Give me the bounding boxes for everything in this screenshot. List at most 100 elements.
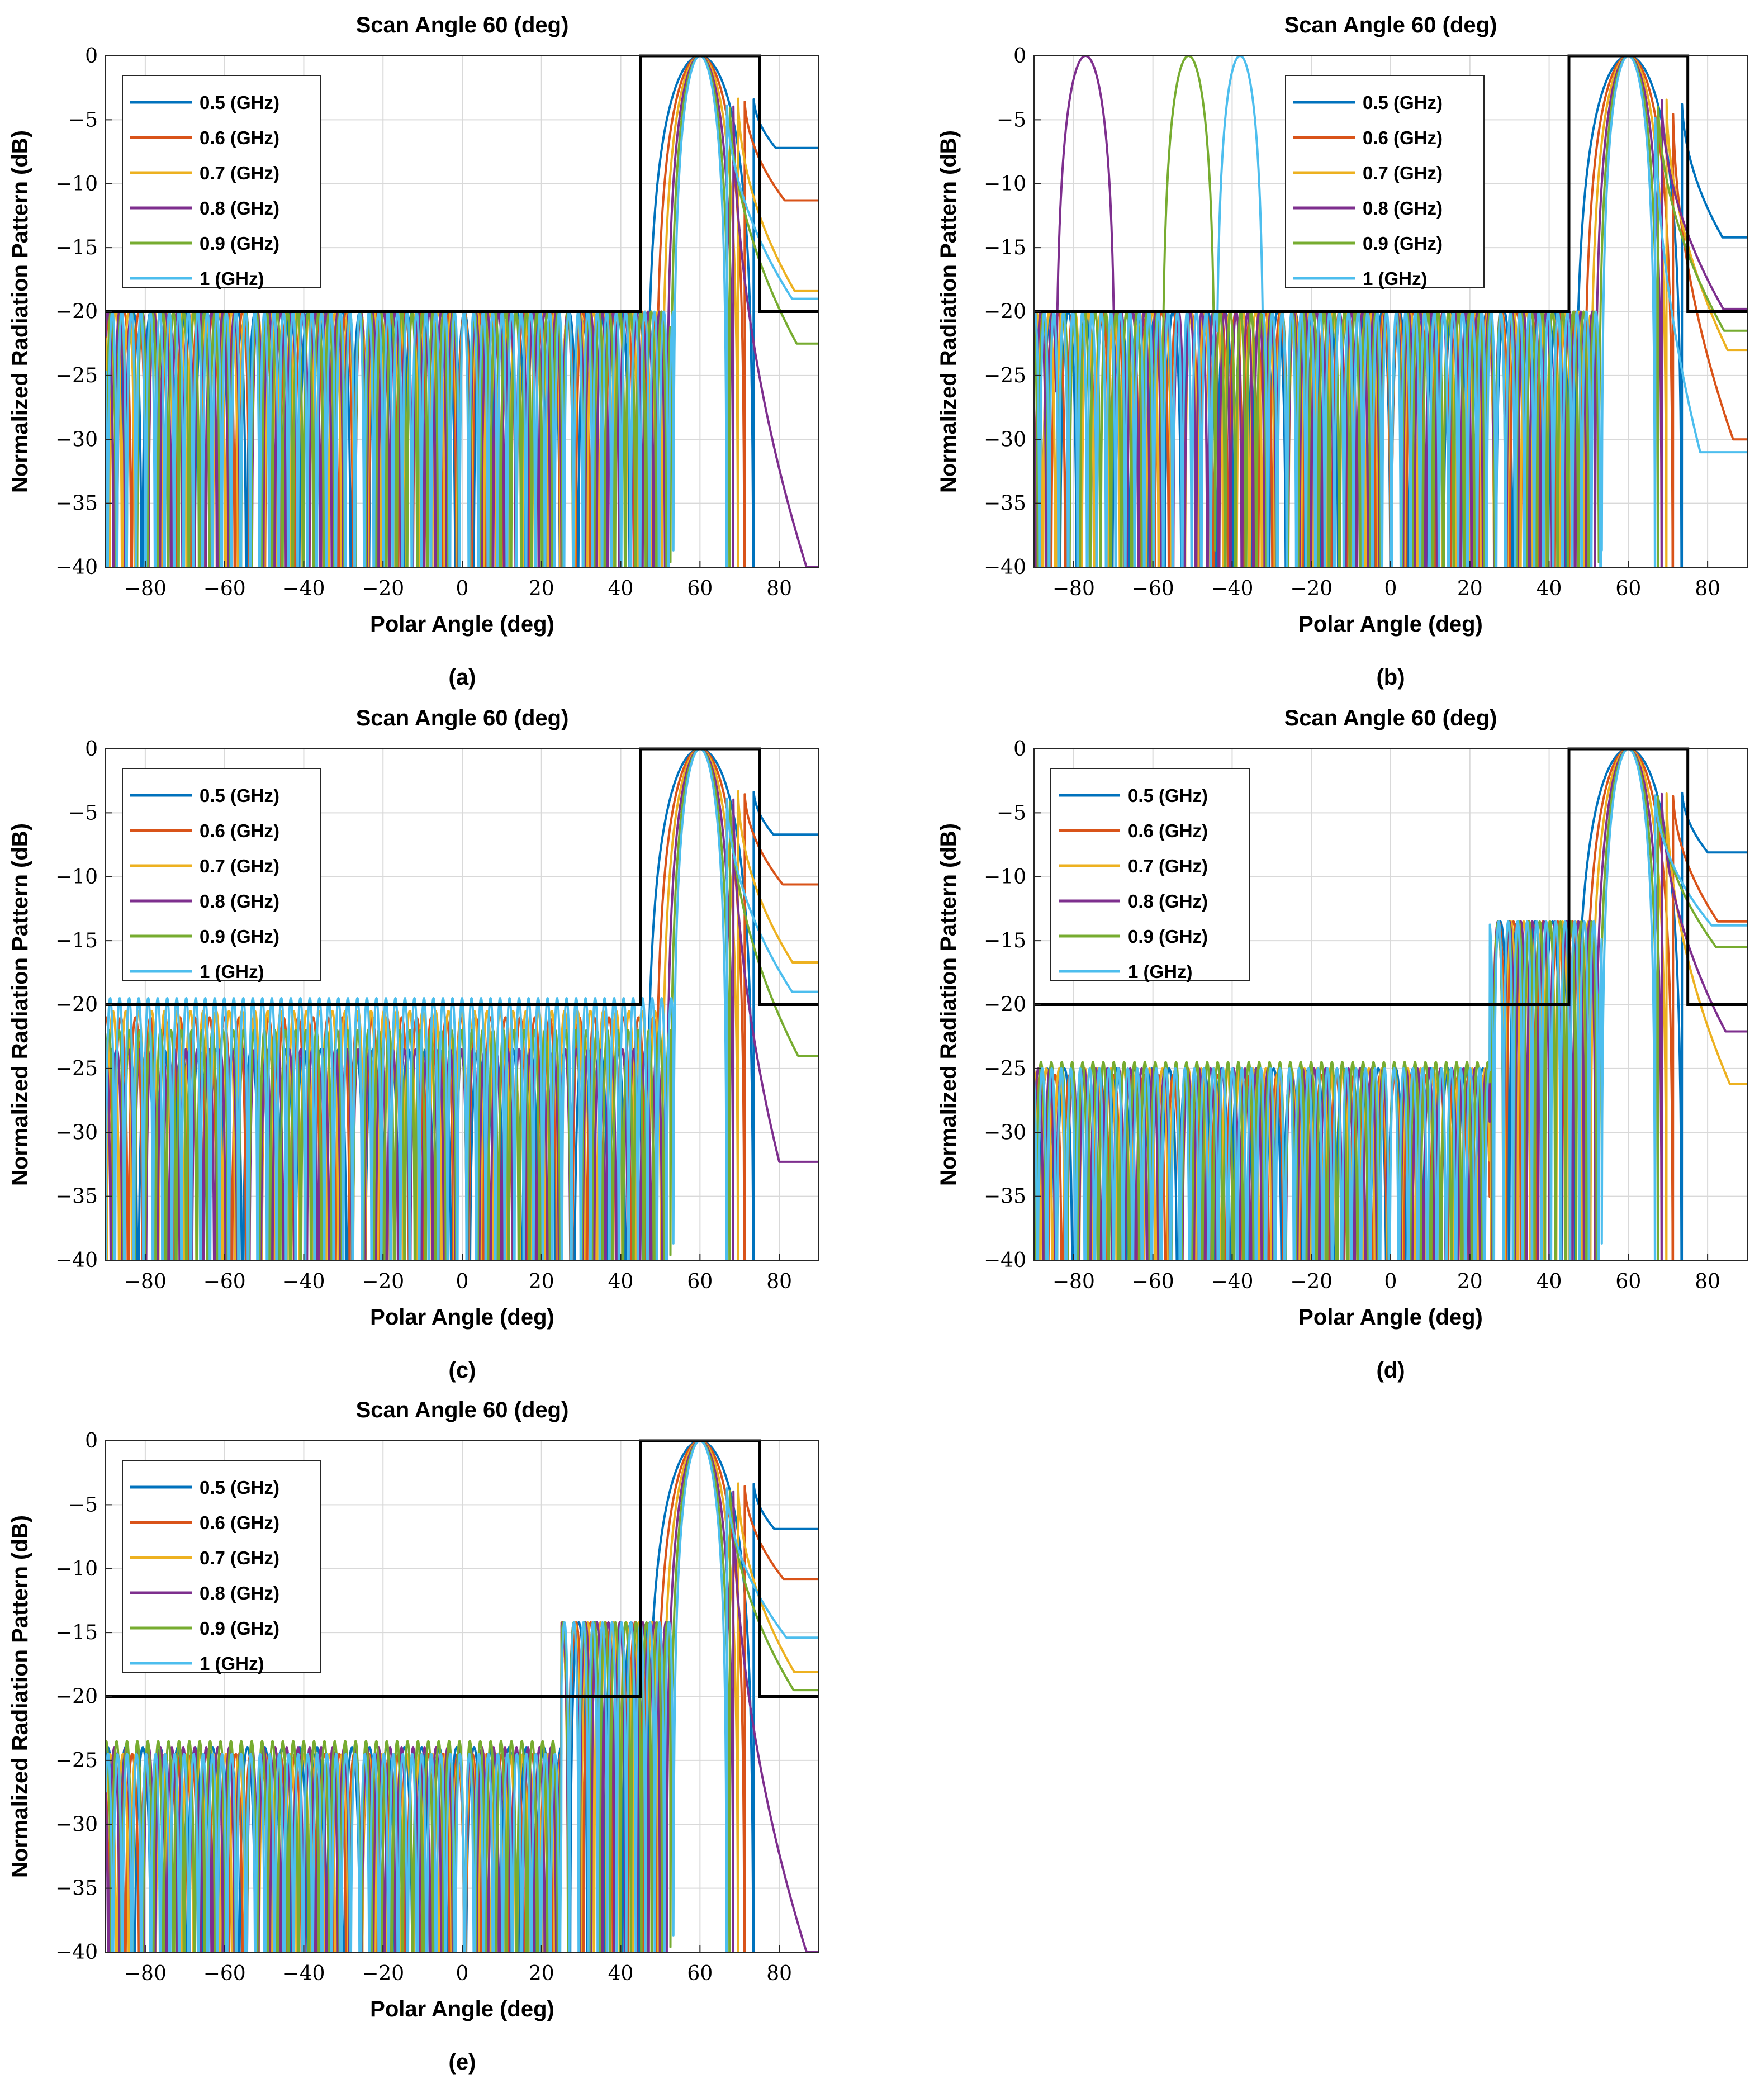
y-tick-label: −5 [997, 108, 1026, 131]
x-tick-label: 20 [1457, 1270, 1483, 1293]
x-tick-label: −60 [1132, 577, 1174, 600]
x-axis-label: Polar Angle (deg) [370, 1997, 554, 2021]
y-tick-label: −40 [55, 1941, 98, 1964]
x-tick-label: 40 [608, 1962, 634, 1985]
series-line-1-ghz [1034, 56, 1747, 567]
x-tick-label: −40 [1211, 577, 1253, 600]
legend: 0.5 (GHz) 0.6 (GHz) 0.7 (GHz) 0.8 (GHz) 0.9 … [122, 1460, 321, 1674]
legend-label: 1 (GHz) [1128, 961, 1193, 982]
legend-label: 0.8 (GHz) [1363, 198, 1443, 219]
x-axis-label: Polar Angle (deg) [1298, 612, 1483, 637]
legend-label: 0.9 (GHz) [1128, 926, 1208, 947]
y-tick-label: −10 [55, 1558, 98, 1581]
x-tick-label: 0 [456, 1962, 469, 1985]
legend-label: 0.6 (GHz) [1363, 127, 1443, 148]
legend-label: 0.6 (GHz) [200, 820, 279, 841]
y-tick-label: −15 [55, 1621, 98, 1644]
x-tick-label: −40 [282, 1962, 325, 1985]
panel-c: −80 −60 −40 −20 0 20 40 60 80 0 −5 −10 −15 −20 −25 −30 −… [8, 706, 819, 1383]
legend-label: 0.8 (GHz) [200, 1583, 279, 1603]
panel-caption: (a) [449, 665, 476, 690]
y-tick-label: −35 [984, 492, 1026, 515]
x-tick-label: −20 [1290, 577, 1333, 600]
y-axis-label: Normalized Radiation Pattern (dB) [936, 130, 961, 493]
y-tick-label: −15 [55, 236, 98, 259]
series-line-1-ghz [1034, 749, 1747, 1260]
y-tick-label: −30 [55, 1813, 98, 1836]
series-group [106, 56, 819, 567]
y-tick-label: 0 [1013, 738, 1026, 761]
x-tick-label: 0 [1384, 577, 1397, 600]
x-tick-label: −20 [362, 1962, 404, 1985]
x-tick-label: −60 [203, 1962, 246, 1985]
legend-label: 0.7 (GHz) [1363, 163, 1443, 183]
legend-box [122, 75, 321, 288]
x-tick-label: −40 [282, 1270, 325, 1293]
chart-title: Scan Angle 60 (deg) [356, 1398, 569, 1422]
legend-label: 0.8 (GHz) [200, 891, 279, 912]
x-axis-label: Polar Angle (deg) [1298, 1305, 1483, 1330]
panel-e: −80 −60 −40 −20 0 20 40 60 80 0 −5 −10 −15 −20 −25 −30 −… [8, 1398, 819, 2075]
x-tick-label: 0 [456, 1270, 469, 1293]
x-tick-label: 20 [529, 1962, 554, 1985]
x-tick-label: 0 [456, 577, 469, 600]
y-tick-label: −40 [55, 1249, 98, 1272]
y-tick-label: −5 [68, 1493, 98, 1516]
y-tick-label: −10 [984, 866, 1026, 889]
x-tick-label: −20 [362, 577, 404, 600]
y-tick-label: −15 [984, 929, 1026, 952]
y-tick-label: −40 [55, 556, 98, 579]
legend-label: 0.5 (GHz) [200, 785, 279, 806]
y-tick-label: −25 [55, 1749, 98, 1772]
panel-a: −80 −60 −40 −20 0 20 40 60 80 0 −5 −10 −15 −20 −25 −30 −… [8, 13, 819, 690]
legend-label: 0.7 (GHz) [1128, 856, 1208, 876]
legend-label: 0.8 (GHz) [1128, 891, 1208, 912]
x-tick-label: 60 [687, 1962, 713, 1985]
legend-label: 0.5 (GHz) [200, 1477, 279, 1498]
legend-label: 0.5 (GHz) [1363, 92, 1443, 113]
panel-d: −80 −60 −40 −20 0 20 40 60 80 0 −5 −10 −15 −20 −25 −30 −… [936, 706, 1748, 1383]
y-tick-label: −15 [55, 929, 98, 952]
legend: 0.5 (GHz) 0.6 (GHz) 0.7 (GHz) 0.8 (GHz) 0.9 … [1050, 768, 1250, 982]
series-group [106, 749, 819, 1260]
legend-box [1285, 75, 1485, 288]
legend-label: 0.8 (GHz) [200, 198, 279, 219]
x-tick-label: −60 [203, 1270, 246, 1293]
panel-b: −80 −60 −40 −20 0 20 40 60 80 0 −5 −10 −15 −20 −25 −30 −… [936, 13, 1748, 690]
x-tick-label: −60 [203, 577, 246, 600]
legend-label: 0.9 (GHz) [200, 1618, 279, 1639]
x-tick-label: −40 [1211, 1270, 1253, 1293]
panel-caption: (c) [449, 1358, 476, 1383]
y-tick-label: −10 [984, 173, 1026, 196]
x-tick-label: 60 [687, 577, 713, 600]
x-tick-label: −40 [282, 577, 325, 600]
chart-title: Scan Angle 60 (deg) [1284, 13, 1497, 37]
legend-label: 0.5 (GHz) [200, 92, 279, 113]
series-line-1-ghz [106, 1441, 819, 1952]
y-tick-label: −20 [55, 1686, 98, 1708]
legend-label: 1 (GHz) [200, 268, 264, 289]
chart-title: Scan Angle 60 (deg) [1284, 706, 1497, 730]
legend-box [122, 768, 321, 981]
panel-caption: (e) [449, 2050, 476, 2075]
y-tick-label: −35 [55, 492, 98, 515]
y-tick-label: 0 [85, 738, 98, 761]
y-tick-label: −40 [984, 1249, 1026, 1272]
x-tick-label: 20 [529, 1270, 554, 1293]
y-tick-label: −30 [55, 428, 98, 451]
y-tick-label: 0 [85, 1430, 98, 1453]
y-tick-label: −35 [55, 1877, 98, 1900]
y-tick-label: 0 [85, 45, 98, 68]
x-tick-label: 40 [608, 1270, 634, 1293]
x-tick-label: 20 [529, 577, 554, 600]
series-line-0-9-ghz [106, 749, 819, 1260]
x-tick-label: −60 [1132, 1270, 1174, 1293]
x-axis-label: Polar Angle (deg) [370, 612, 554, 637]
y-tick-label: −30 [55, 1121, 98, 1144]
legend-label: 1 (GHz) [1363, 268, 1428, 289]
y-tick-label: −30 [984, 428, 1026, 451]
y-tick-label: −25 [55, 364, 98, 387]
x-tick-label: 40 [1537, 577, 1562, 600]
legend-box [1050, 768, 1250, 981]
x-tick-label: 60 [687, 1270, 713, 1293]
